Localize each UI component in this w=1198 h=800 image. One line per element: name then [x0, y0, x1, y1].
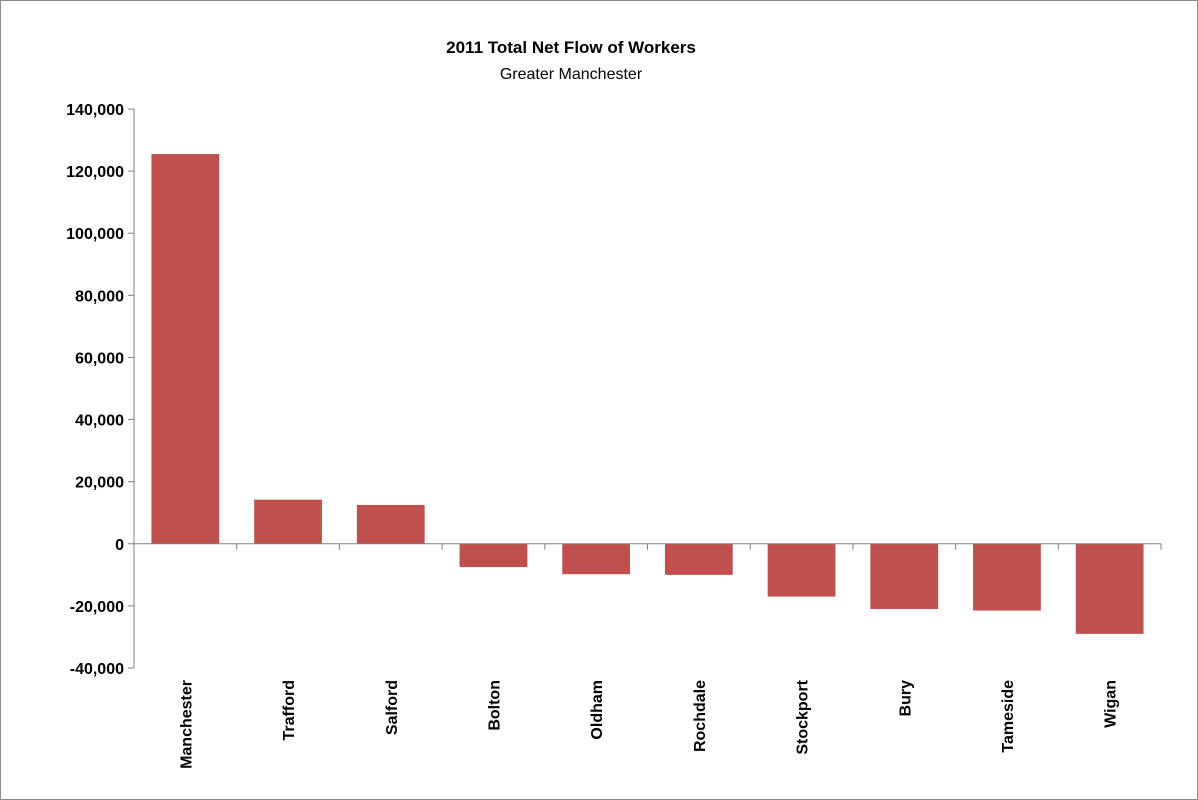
bar-oldham — [562, 543, 631, 575]
y-tick-label: 120,000 — [66, 164, 124, 181]
y-tick-label: 0 — [115, 537, 124, 554]
bar-bury — [870, 543, 939, 609]
x-tick-label: Bury — [897, 680, 914, 717]
x-tick-label: Rochdale — [692, 680, 709, 752]
bar-trafford — [254, 499, 322, 544]
x-tick-label: Bolton — [486, 680, 503, 731]
y-axis: 140,000 120,000 100,000 80,000 60,000 40,000 2… — [66, 102, 135, 678]
x-tick-labels: Manchester Trafford Salford Bolton Oldham Roc… — [178, 679, 1119, 769]
bar-rochdale — [664, 543, 733, 575]
y-tick-label: -20,000 — [70, 599, 124, 616]
x-tick-label: Trafford — [281, 680, 298, 740]
chart-title: 2011 Total Net Flow of Workers — [446, 38, 696, 57]
bar-tameside — [973, 543, 1041, 611]
y-tick-label: 60,000 — [75, 350, 124, 367]
x-tick-label: Manchester — [178, 680, 195, 769]
x-tick-label: Salford — [384, 680, 401, 735]
bar-manchester — [151, 154, 220, 544]
y-tick-label: 140,000 — [66, 102, 124, 119]
bars — [151, 154, 1144, 634]
y-tick-label: -40,000 — [70, 661, 124, 678]
y-tick-label: 40,000 — [75, 413, 124, 430]
x-tick-label: Tameside — [1000, 680, 1017, 753]
x-tick-label: Oldham — [589, 680, 606, 740]
bar-salford — [356, 504, 425, 544]
y-tick-label: 100,000 — [66, 226, 124, 243]
bar-wigan — [1075, 543, 1144, 634]
x-tick-label: Stockport — [795, 679, 812, 754]
y-tick-label: 20,000 — [75, 475, 124, 492]
x-axis — [133, 543, 1162, 550]
y-tick-label: 80,000 — [75, 288, 124, 305]
x-tick-label: Wigan — [1103, 680, 1120, 728]
bar-stockport — [767, 543, 836, 597]
bar-bolton — [459, 543, 528, 568]
chart-subtitle: Greater Manchester — [500, 66, 643, 83]
